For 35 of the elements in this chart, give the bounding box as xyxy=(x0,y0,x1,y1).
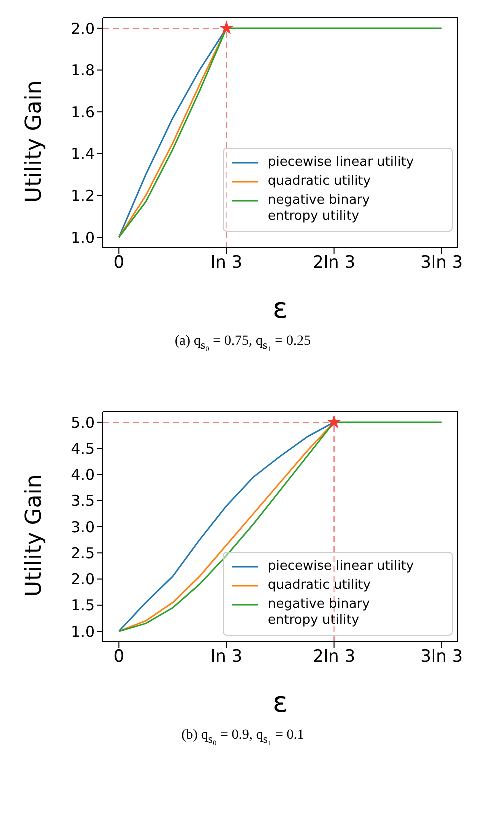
y-axis-title: Utility Gain xyxy=(22,80,47,203)
x-tick-label: 0 xyxy=(114,646,125,667)
y-tick-label: 4.5 xyxy=(71,440,95,458)
y-tick-label: 5.0 xyxy=(71,414,95,432)
text: (b) q$_{s₀}$ = 0.9, q$_{s₁}$ = 0.1 xyxy=(180,728,306,746)
x-tick-label: ln 3 xyxy=(210,646,243,667)
x-axis-title: ε xyxy=(272,686,288,719)
y-tick-label: 1.6 xyxy=(71,103,95,122)
y-axis-title: Utility Gain xyxy=(22,474,47,597)
legend-label: quadratic utility xyxy=(268,174,372,190)
y-tick-label: 3.5 xyxy=(71,492,95,510)
legend-label: negative binary entropy utility xyxy=(268,193,372,225)
legend-label: quadratic utility xyxy=(268,578,372,594)
text: (a) q$_{s₀}$ = 0.75, q$_{s₁}$ = 0.25 xyxy=(174,334,312,352)
x-tick-label: 0 xyxy=(114,253,125,274)
y-tick-label: 2.0 xyxy=(71,570,95,588)
y-tick-label: 1.0 xyxy=(71,228,95,247)
legend-label: negative binary entropy utility xyxy=(268,596,372,629)
x-tick-label: 2ln 3 xyxy=(313,646,356,667)
y-tick-label: 4.0 xyxy=(71,466,95,484)
y-tick-label: 2.5 xyxy=(71,544,95,562)
x-tick-label: 3ln 3 xyxy=(420,646,464,667)
legend-label: piecewise linear utility xyxy=(268,558,416,575)
y-tick-label: 2.0 xyxy=(71,20,95,38)
y-tick-label: 1.5 xyxy=(71,596,95,615)
y-tick-label: 1.8 xyxy=(71,62,95,80)
y-tick-label: 1.2 xyxy=(71,187,95,206)
x-tick-label: 2ln 3 xyxy=(313,253,356,274)
legend-label: piecewise linear utility xyxy=(268,155,416,171)
y-tick-label: 1.4 xyxy=(71,145,95,164)
x-tick-label: ln 3 xyxy=(210,253,243,274)
y-tick-label: 3.0 xyxy=(71,518,95,536)
x-axis-title: ε xyxy=(272,292,288,325)
y-tick-label: 1.0 xyxy=(71,622,95,641)
x-tick-label: 3ln 3 xyxy=(420,253,464,274)
